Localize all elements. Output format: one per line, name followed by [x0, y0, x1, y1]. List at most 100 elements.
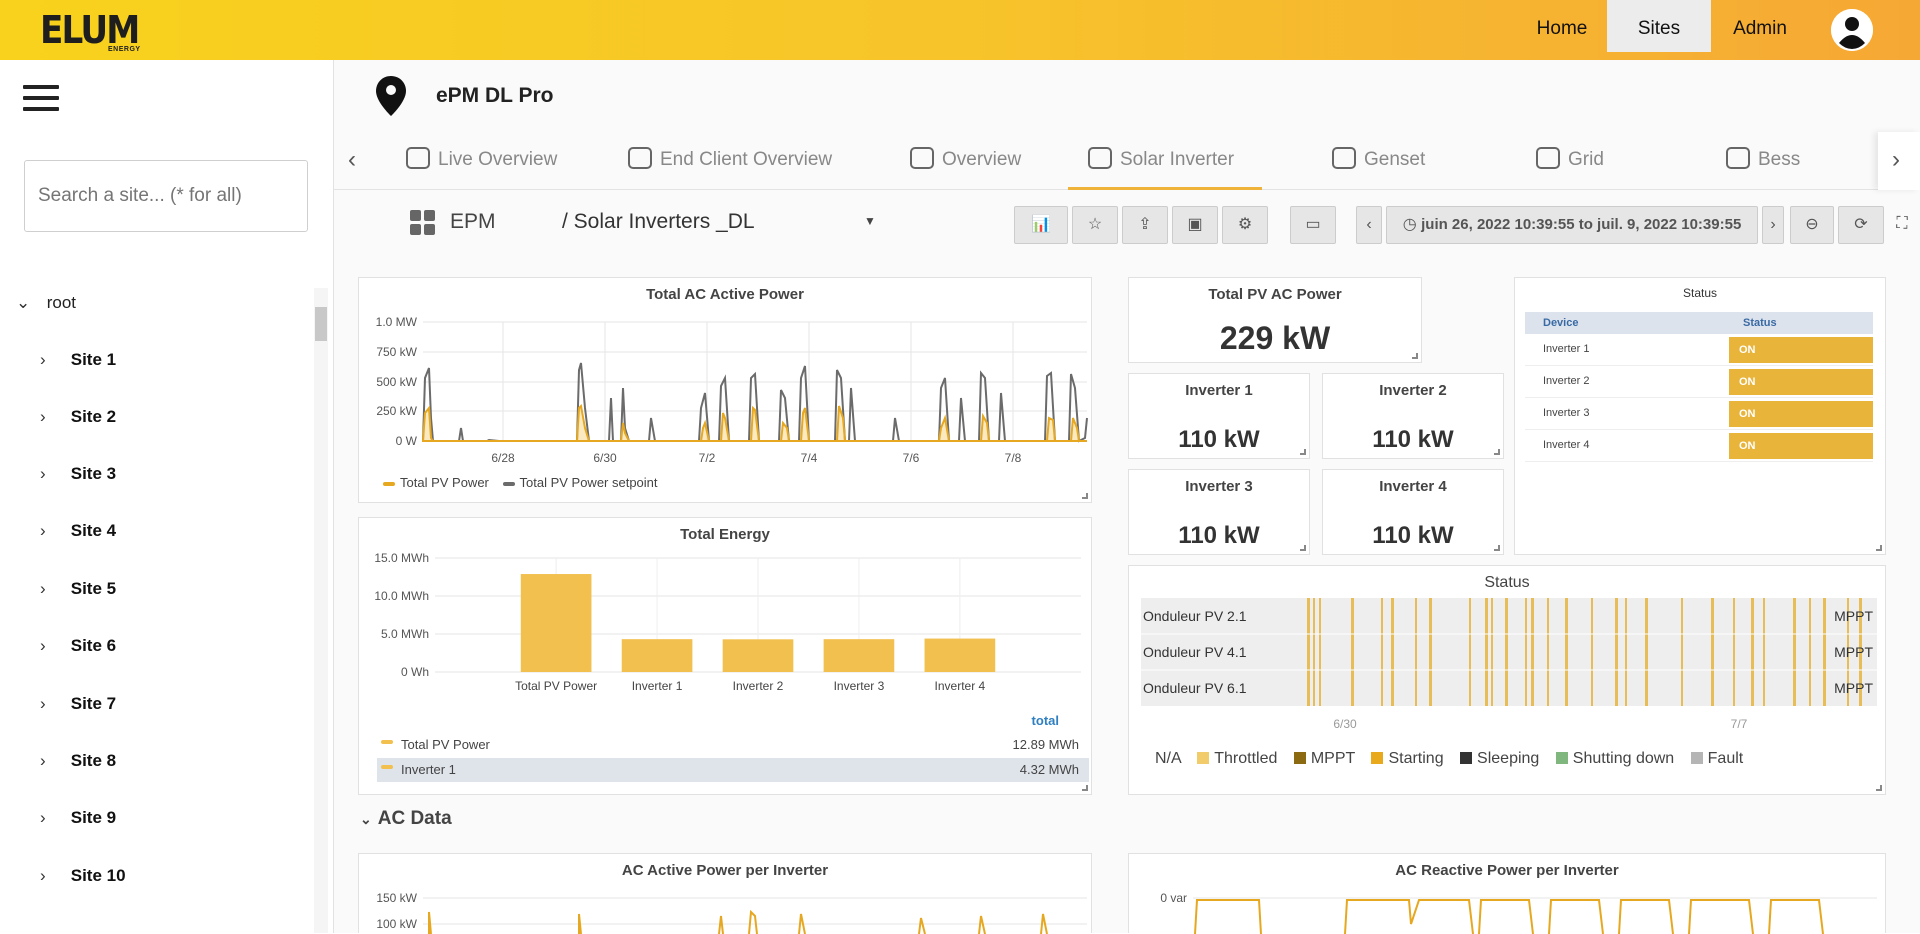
panel-status-timeline[interactable]: Status Onduleur PV 2.1 Onduleur PV 4.1 O… [1128, 565, 1886, 795]
tab-overview[interactable]: Overview [910, 132, 1021, 190]
breadcrumb-folder[interactable]: EPM [450, 210, 496, 233]
resize-handle-icon[interactable] [1876, 785, 1882, 791]
resize-handle-icon[interactable] [1494, 449, 1500, 455]
refresh-button[interactable]: ⟳ [1838, 206, 1884, 244]
bar[interactable] [520, 574, 592, 672]
tab-bess[interactable]: Bess [1726, 132, 1800, 190]
star-button[interactable]: ☆ [1072, 206, 1118, 244]
tree-item-site[interactable]: › Site 7 [40, 689, 116, 719]
resize-handle-icon[interactable] [1300, 449, 1306, 455]
legend-swatch [1371, 752, 1384, 764]
tree-item-site[interactable]: › Site 6 [40, 631, 116, 661]
time-forward-button[interactable]: › [1762, 206, 1784, 244]
add-panel-button[interactable]: 📊 [1014, 206, 1068, 244]
status-timeline-chart: Onduleur PV 2.1 Onduleur PV 4.1 Onduleur… [1141, 598, 1877, 731]
tabs-scroll-right-icon[interactable]: › [1892, 146, 1900, 173]
resize-handle-icon[interactable] [1082, 493, 1088, 499]
legend-item[interactable]: Throttled [1214, 750, 1278, 767]
legend-item[interactable]: Sleeping [1477, 750, 1540, 767]
tree-item-site[interactable]: › Site 3 [40, 459, 116, 489]
site-label: Site 1 [70, 350, 117, 369]
resize-handle-icon[interactable] [1300, 545, 1306, 551]
panel-inverter-4[interactable]: Inverter 4 110 kW [1322, 469, 1504, 555]
panel-ac-reactive-power-per-inverter[interactable]: AC Reactive Power per Inverter 0 var [1128, 853, 1886, 934]
panel-inverter-2[interactable]: Inverter 2 110 kW [1322, 373, 1504, 459]
panel-inverter-3[interactable]: Inverter 3 110 kW [1128, 469, 1310, 555]
x-tick: 6/28 [491, 451, 515, 465]
tabs-scroll-right[interactable]: › [1878, 132, 1920, 190]
chevron-right-icon: › [40, 751, 46, 770]
sidebar-scrollbar-thumb[interactable] [315, 307, 327, 341]
tab-genset[interactable]: Genset [1332, 132, 1425, 190]
section-header-ac-data[interactable]: ⌄ AC Data [360, 808, 452, 830]
tree-item-site[interactable]: › Site 10 [40, 861, 126, 891]
tab-end-client-overview[interactable]: End Client Overview [628, 132, 832, 190]
sidebar-scrollbar[interactable] [314, 288, 328, 933]
legend-item[interactable]: Shutting down [1572, 750, 1675, 767]
user-account-icon[interactable] [1831, 9, 1873, 51]
device-cell: Inverter 3 [1543, 407, 1590, 419]
panel-ac-active-power-per-inverter[interactable]: AC Active Power per Inverter 150 kW 100 … [358, 853, 1092, 934]
fullscreen-button[interactable]: ⛶ [1888, 206, 1916, 244]
tree-root[interactable]: ⌄ root [16, 288, 76, 318]
share-button[interactable]: ⇪ [1122, 206, 1168, 244]
tab-live-overview[interactable]: Live Overview [406, 132, 557, 190]
bar[interactable] [924, 638, 996, 672]
legend-row[interactable]: Inverter 1 4.32 MWh [377, 758, 1089, 782]
legend-item[interactable]: Starting [1388, 750, 1444, 767]
legend-column-header[interactable]: total [1031, 713, 1059, 728]
tree-item-site[interactable]: › Site 1 [40, 345, 116, 375]
nav-sites[interactable]: Sites [1607, 0, 1711, 52]
zoom-out-button[interactable]: ⊖ [1790, 206, 1834, 244]
tree-item-site[interactable]: › Site 5 [40, 574, 116, 604]
legend-name: Inverter 1 [401, 762, 456, 777]
legend-swatch [381, 739, 393, 744]
bar[interactable] [722, 639, 794, 672]
tabs-scroll-left-icon[interactable]: ‹ [348, 146, 356, 173]
resize-handle-icon[interactable] [1876, 545, 1882, 551]
fullscreen-icon: ⛶ [1896, 215, 1908, 232]
panel-status-table[interactable]: Status Device Status Inverter 1 ON Invert… [1514, 277, 1886, 555]
tree-item-site[interactable]: › Site 8 [40, 746, 116, 776]
dashboard-dropdown-icon[interactable]: ▼ [864, 214, 876, 228]
resize-handle-icon[interactable] [1494, 545, 1500, 551]
bar[interactable] [621, 639, 693, 672]
tree-item-site[interactable]: › Site 4 [40, 516, 116, 546]
column-header-status[interactable]: Status [1743, 317, 1777, 329]
time-back-button[interactable]: ‹ [1356, 206, 1382, 244]
legend-item[interactable]: Fault [1707, 750, 1744, 767]
panel-total-pv-ac-power[interactable]: Total PV AC Power 229 kW [1128, 277, 1422, 363]
hamburger-menu-icon[interactable] [23, 85, 59, 113]
time-range-picker[interactable]: ◷ juin 26, 2022 10:39:55 to juil. 9, 202… [1386, 206, 1758, 244]
nav-home[interactable]: Home [1536, 18, 1588, 39]
legend-item[interactable]: Total PV Power setpoint [519, 475, 658, 490]
tab-label: Overview [942, 149, 1022, 170]
panel-total-ac-active-power[interactable]: Total AC Active Power 1.0 MW 750 kW 500 … [358, 277, 1092, 503]
nav-admin[interactable]: Admin [1733, 18, 1787, 39]
legend-item[interactable]: MPPT [1310, 750, 1355, 767]
elum-logo[interactable]: ELUM ENERGY [40, 8, 144, 54]
tab-grid[interactable]: Grid [1536, 132, 1604, 190]
bar[interactable] [823, 639, 895, 672]
panel-inverter-1[interactable]: Inverter 1 110 kW [1128, 373, 1310, 459]
legend-item[interactable]: Total PV Power [400, 475, 489, 490]
save-button[interactable]: ▣ [1172, 206, 1218, 244]
site-header: ePM DL Pro [334, 60, 1920, 132]
legend-swatch [1460, 752, 1473, 764]
gear-icon: ⚙ [1237, 216, 1253, 233]
tv-mode-button[interactable]: ▭ [1290, 206, 1336, 244]
tree-item-site[interactable]: › Site 9 [40, 803, 116, 833]
legend-swatch [381, 764, 393, 769]
site-search-input[interactable] [24, 160, 308, 232]
settings-button[interactable]: ⚙ [1222, 206, 1268, 244]
legend-item[interactable]: N/A [1155, 750, 1181, 767]
tab-solar-inverter[interactable]: Solar Inverter [1068, 132, 1263, 190]
tree-item-site[interactable]: › Site 2 [40, 402, 116, 432]
breadcrumb-dashboard[interactable]: / Solar Inverters _DL [562, 210, 755, 233]
resize-handle-icon[interactable] [1412, 353, 1418, 359]
x-tick-label: Inverter 4 [935, 679, 986, 693]
panel-total-energy[interactable]: Total Energy 15.0 MWh 10.0 MWh 5.0 MWh 0… [358, 517, 1092, 795]
resize-handle-icon[interactable] [1082, 785, 1088, 791]
legend-row[interactable]: Total PV Power 12.89 MWh [377, 733, 1089, 757]
column-header-device[interactable]: Device [1543, 317, 1579, 329]
